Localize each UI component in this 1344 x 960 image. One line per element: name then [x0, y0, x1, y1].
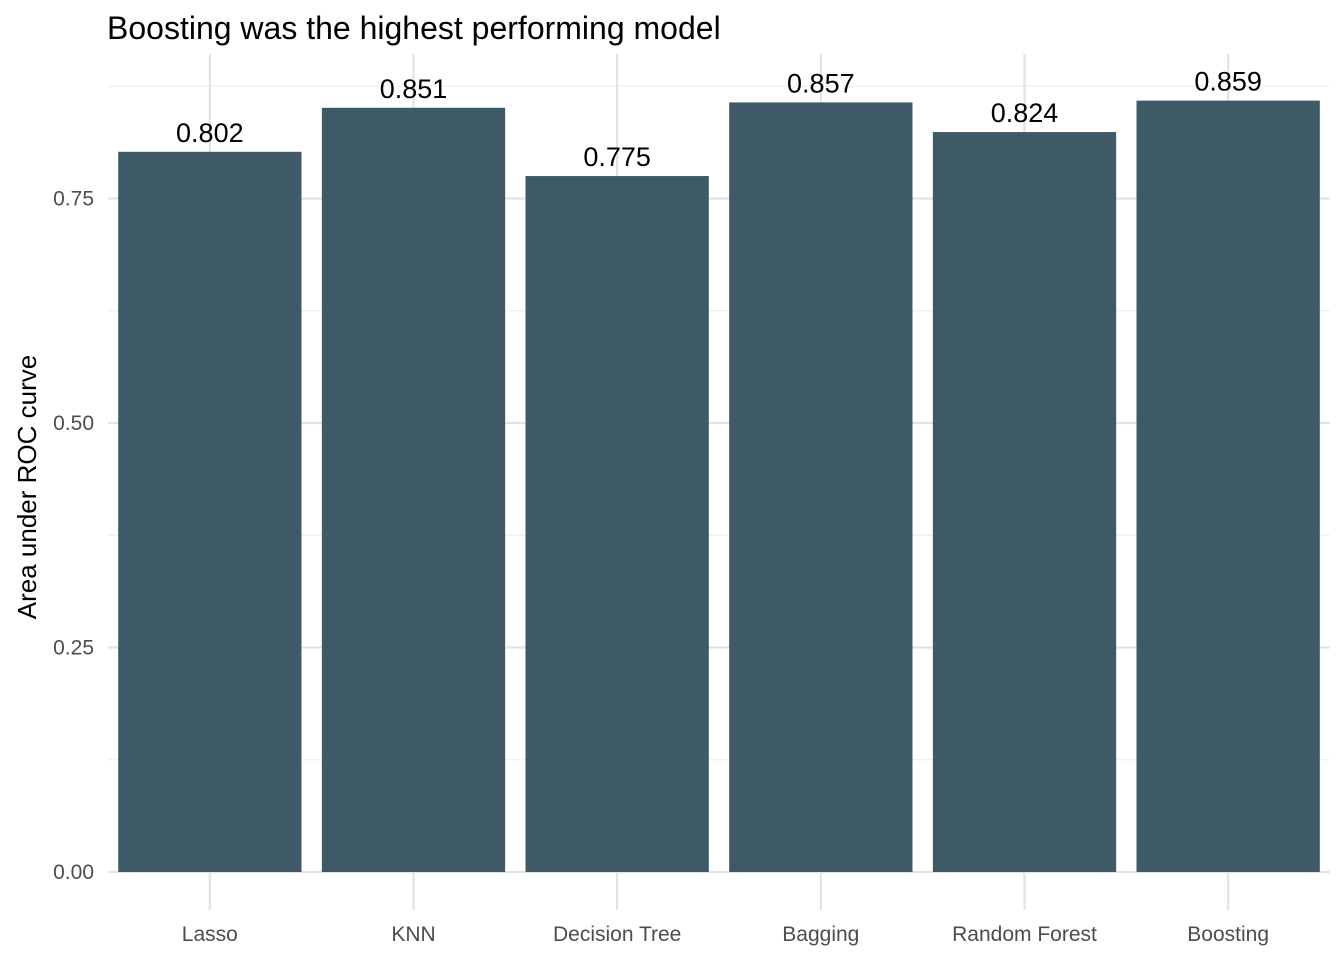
y-tick-labels: 0.00 0.25 0.50 0.75: [53, 188, 94, 885]
data-labels-layer: 0.802 0.851 0.775 0.857 0.824 0.859: [176, 67, 1262, 172]
bar: [321, 107, 506, 872]
bar: [525, 176, 709, 873]
bar: [729, 102, 913, 872]
bar-value-label: 0.802: [176, 118, 244, 148]
bar: [932, 132, 1117, 873]
x-tick-label: Boosting: [1187, 923, 1269, 946]
x-tick-label: Bagging: [782, 923, 859, 946]
y-axis-label: Area under ROC curve: [12, 355, 42, 619]
bars-layer: [118, 100, 1320, 873]
bar-value-label: 0.857: [787, 68, 855, 98]
bar: [1136, 100, 1320, 873]
x-tick-label: Lasso: [182, 923, 238, 946]
y-tick-label: 0.00: [53, 861, 94, 884]
y-tick-label: 0.25: [53, 637, 94, 660]
x-tick-label: Random Forest: [952, 923, 1097, 946]
bar-value-label: 0.851: [380, 74, 448, 104]
bar-value-label: 0.775: [583, 142, 651, 172]
bar: [118, 151, 302, 872]
x-tick-label: Decision Tree: [553, 923, 681, 946]
x-tick-labels: Lasso KNN Decision Tree Bagging Random Fores…: [182, 923, 1269, 946]
bar-value-label: 0.859: [1194, 67, 1262, 97]
bar-value-label: 0.824: [991, 98, 1059, 128]
y-tick-label: 0.75: [53, 188, 94, 211]
chart-title: Boosting was the highest performing mode…: [107, 10, 721, 46]
y-tick-label: 0.50: [53, 412, 94, 435]
x-tick-label: KNN: [391, 923, 435, 946]
